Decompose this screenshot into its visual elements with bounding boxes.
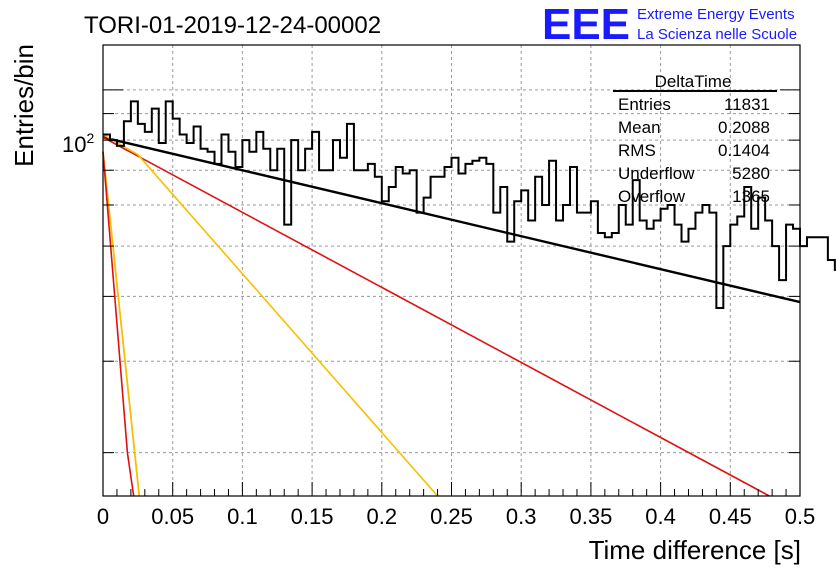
x-tick-label: 0.1 [227,504,258,529]
x-tick-label: 0.5 [785,504,816,529]
stats-value: 0.1404 [718,141,770,160]
eee-logo-line2: La Scienza nelle Scuole [637,26,797,43]
stats-box: DeltaTime Entries 11831 Mean 0.2088 RMS … [613,72,777,206]
x-tick-label: 0.35 [569,504,612,529]
stats-row-overflow: Overflow 1365 [618,187,770,206]
x-tick-label: 0.3 [506,504,537,529]
stats-value: 11831 [724,95,770,114]
stats-header: DeltaTime [655,72,732,91]
stats-label: Entries [618,95,671,114]
eee-logo-letters: EEE [542,0,630,49]
y-tick-label: 102 [62,130,94,157]
fit-curve-3 [102,133,439,497]
stats-value: 5280 [732,164,770,183]
axis-ticks [102,89,801,496]
eee-logo: EEE Extreme Energy Events La Scienza nel… [542,0,797,49]
fit-curve-5 [102,151,135,497]
eee-logo-line1: Extreme Energy Events [637,6,795,23]
x-tick-label: 0.25 [430,504,473,529]
x-tick-label: 0.05 [151,504,194,529]
x-tick-label: 0.45 [709,504,752,529]
stats-row-underflow: Underflow 5280 [618,164,770,183]
x-tick-label: 0.2 [367,504,398,529]
stats-label: Overflow [618,187,686,206]
stats-label: Underflow [618,164,695,183]
y-axis-label: Entries/bin [9,44,39,167]
histogram-bars [103,100,836,309]
stats-row-mean: Mean 0.2088 [618,118,770,137]
x-tick-labels: 0 0.05 0.1 0.15 0.2 0.25 0.3 0.35 0.4 0.45 0.5 [97,504,815,529]
x-tick-label: 0.4 [645,504,676,529]
stats-value: 0.2088 [718,118,770,137]
stats-label: Mean [618,118,661,137]
stats-label: RMS [618,141,656,160]
chart-title: TORI-01-2019-12-24-00002 [84,12,381,39]
fit-curve-2 [102,136,770,497]
stats-row-rms: RMS 0.1404 [618,141,770,160]
stats-row-entries: Entries 11831 [618,95,770,114]
x-tick-label: 0 [97,504,109,529]
x-tick-label: 0.15 [291,504,334,529]
stats-value: 1365 [732,187,770,206]
grid-lines [103,45,800,496]
x-axis-label: Time difference [s] [589,535,801,565]
fit-curve-4 [102,151,141,497]
